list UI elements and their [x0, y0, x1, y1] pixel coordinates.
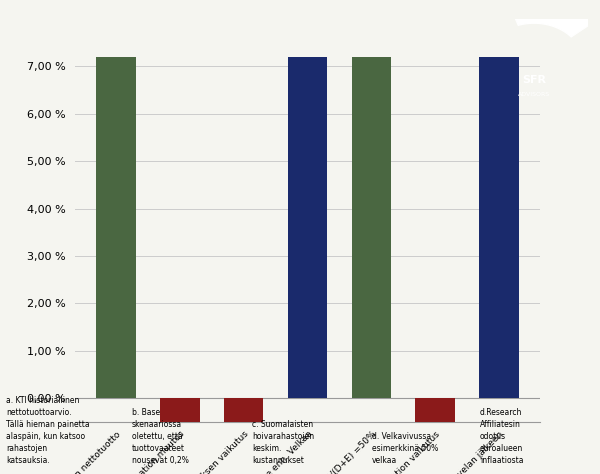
- Text: euroalueen: euroalueen: [480, 444, 523, 453]
- Bar: [352, 0, 391, 398]
- Text: c. Suomalaisten: c. Suomalaisten: [252, 420, 313, 429]
- Text: nousevat 0,2%: nousevat 0,2%: [132, 456, 189, 465]
- Text: esimerkkinä 50%: esimerkkinä 50%: [372, 444, 438, 453]
- Text: inflaatiosta: inflaatiosta: [480, 456, 523, 465]
- Text: hoivarahastojen: hoivarahastojen: [252, 432, 314, 441]
- Text: a. KTI historiallinen: a. KTI historiallinen: [6, 396, 79, 405]
- Text: ADVISORS: ADVISORS: [518, 91, 550, 97]
- Bar: [415, 398, 455, 474]
- Text: Affiliatesin: Affiliatesin: [480, 420, 521, 429]
- Text: d.Research: d.Research: [480, 408, 523, 417]
- Bar: [160, 398, 200, 474]
- Text: oletettu, että: oletettu, että: [132, 432, 183, 441]
- Text: velkaa: velkaa: [372, 456, 397, 465]
- Text: kustannukset: kustannukset: [252, 456, 304, 465]
- Bar: [479, 0, 519, 398]
- Text: rahastojen: rahastojen: [6, 444, 47, 453]
- Bar: [96, 0, 136, 398]
- Text: Tällä hieman painetta: Tällä hieman painetta: [6, 420, 89, 429]
- Text: b. Base: b. Base: [132, 408, 160, 417]
- Text: keskim.: keskim.: [252, 444, 281, 453]
- Text: katsauksia.: katsauksia.: [6, 456, 50, 465]
- Text: odotus: odotus: [480, 432, 506, 441]
- Polygon shape: [508, 0, 596, 37]
- Bar: [224, 398, 263, 474]
- Bar: [288, 0, 327, 398]
- Text: SFR: SFR: [522, 75, 546, 85]
- Text: tuottovaateet: tuottovaateet: [132, 444, 185, 453]
- Text: d. Velkavivussa: d. Velkavivussa: [372, 432, 431, 441]
- Text: alaspäin, kun katsoo: alaspäin, kun katsoo: [6, 432, 85, 441]
- Text: nettotuottoarvio.: nettotuottoarvio.: [6, 408, 71, 417]
- Text: skenaariossa: skenaariossa: [132, 420, 182, 429]
